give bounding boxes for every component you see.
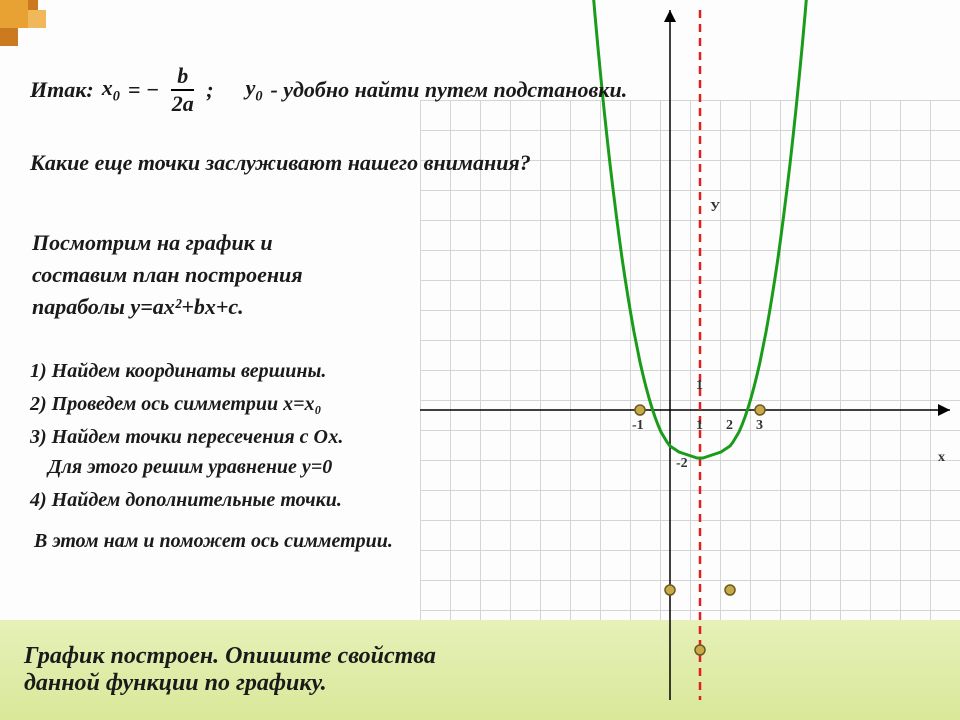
step-5: В этом нам и поможет ось симметрии. <box>34 530 393 553</box>
plan-intro-l3: параболы у=ах²+bх+с. <box>32 294 244 320</box>
plan-intro-l1: Посмотрим на график и <box>32 230 273 256</box>
step-2: 2) Проведем ось симметрии х=х₀ <box>30 393 322 416</box>
semicolon: ; <box>206 77 213 103</box>
question-text: Какие еще точки заслуживают нашего внима… <box>30 150 531 176</box>
frac-den: 2a <box>172 91 194 115</box>
intro-row: Итак: x0 = − b 2a ; у0 - удобно найти пу… <box>30 65 627 115</box>
y0-var: у0 <box>246 75 263 105</box>
x0-var: x <box>102 75 113 100</box>
step-1: 1) Найдем координаты вершины. <box>30 360 326 383</box>
frac-num: b <box>171 65 194 91</box>
plan-intro-l2: составим план построения <box>32 262 303 288</box>
vertex-formula-fraction: b 2a <box>171 65 194 115</box>
step-4: 4) Найдем дополнительные точки. <box>30 489 342 512</box>
step-3b: Для этого решим уравнение у=0 <box>48 456 332 479</box>
substitution-text: - удобно найти путем подстановки. <box>270 77 627 103</box>
intro-label: Итак: <box>30 77 94 103</box>
x0-lhs: x0 <box>102 75 120 105</box>
text-layer: Итак: x0 = − b 2a ; у0 - удобно найти пу… <box>0 0 960 720</box>
eq-sign: = − <box>128 77 159 103</box>
step-3: 3) Найдем точки пересечения с Ох. <box>30 426 343 449</box>
y0-letter: у <box>246 75 256 100</box>
